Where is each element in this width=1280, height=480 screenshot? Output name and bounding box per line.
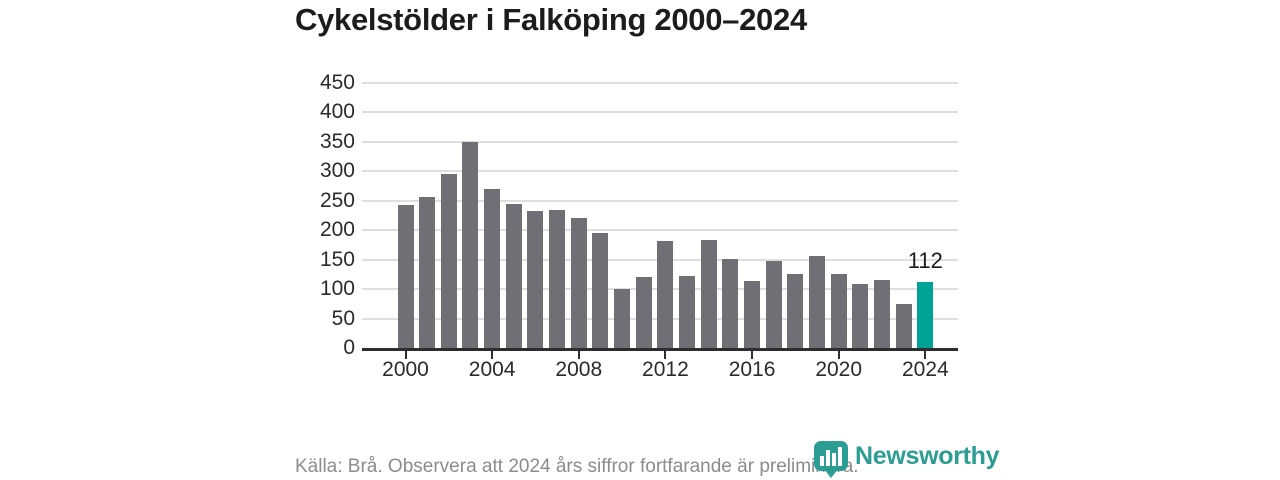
bar-2016 bbox=[744, 280, 761, 348]
x-axis-tick-label: 2012 bbox=[642, 358, 689, 381]
bar-2013 bbox=[679, 276, 696, 348]
x-axis-tick-label: 2008 bbox=[555, 358, 603, 381]
x-axis-labels: 2000 2004 2008 2012 2016 2020 2024 bbox=[362, 358, 958, 384]
x-axis-tick-label: 2000 bbox=[382, 358, 429, 381]
y-axis-tick-label: 50 bbox=[331, 306, 355, 330]
x-axis-tick-label: 2020 bbox=[815, 358, 863, 381]
bar-2005 bbox=[505, 203, 522, 348]
bar-2017 bbox=[765, 261, 782, 348]
x-axis-tick-2016 bbox=[751, 351, 754, 359]
gridline-300 bbox=[362, 170, 958, 173]
bar-2014 bbox=[700, 240, 717, 348]
x-axis-tick-2012 bbox=[664, 351, 667, 359]
bar-chart-plot-area: 112 bbox=[362, 82, 958, 359]
gridline-200 bbox=[362, 229, 958, 232]
highlight-value-label: 112 bbox=[907, 248, 943, 274]
bar-2015 bbox=[722, 259, 739, 348]
gridline-250 bbox=[362, 199, 958, 202]
gridline-400 bbox=[362, 111, 958, 114]
highlighted-bar-2024 bbox=[917, 282, 934, 348]
chart-title: Cykelstölder i Falköping 2000–2024 bbox=[295, 2, 807, 37]
bar-2012 bbox=[657, 240, 674, 348]
y-axis-tick-label: 350 bbox=[319, 129, 355, 153]
gridline-350 bbox=[362, 140, 958, 143]
bar-2006 bbox=[527, 211, 544, 348]
y-axis-tick-label: 400 bbox=[319, 100, 355, 124]
bar-2003 bbox=[462, 141, 479, 348]
bar-2020 bbox=[830, 273, 847, 348]
y-axis-tick-label: 200 bbox=[319, 218, 355, 242]
x-axis-tick-2020 bbox=[837, 351, 840, 359]
y-axis-tick-label: 100 bbox=[319, 277, 355, 301]
newsworthy-logo-text: Newsworthy bbox=[855, 442, 1000, 470]
bar-2010 bbox=[614, 288, 631, 348]
x-axis-tick-2000 bbox=[404, 351, 407, 359]
newsworthy-logo-icon bbox=[814, 441, 848, 478]
x-axis-tick-2024 bbox=[924, 351, 927, 359]
y-axis-tick-label: 0 bbox=[343, 336, 355, 359]
bar-2001 bbox=[419, 197, 436, 348]
y-axis-tick-label: 250 bbox=[319, 188, 355, 212]
bar-2007 bbox=[549, 210, 566, 348]
x-axis-tick-label: 2004 bbox=[468, 358, 516, 381]
y-axis-tick-label: 150 bbox=[319, 247, 355, 271]
bar-2004 bbox=[484, 189, 501, 348]
y-axis-tick-label: 300 bbox=[319, 159, 355, 183]
source-note: Källa: Brå. Observera att 2024 års siffr… bbox=[295, 456, 859, 477]
y-axis-tick-label: 450 bbox=[319, 71, 355, 94]
bar-2021 bbox=[852, 283, 869, 348]
bar-2008 bbox=[570, 217, 587, 348]
x-axis-tick-label: 2024 bbox=[901, 358, 949, 381]
bar-2022 bbox=[874, 280, 891, 348]
bar-2023 bbox=[895, 304, 912, 348]
x-axis-tick-label: 2016 bbox=[728, 358, 776, 381]
bar-2011 bbox=[635, 276, 652, 348]
bar-2018 bbox=[787, 274, 804, 348]
gridline-450 bbox=[362, 82, 958, 84]
bar-2019 bbox=[809, 255, 826, 348]
x-axis-tick-2008 bbox=[577, 351, 580, 359]
x-axis-tick-2004 bbox=[491, 351, 494, 359]
newsworthy-logo: Newsworthy bbox=[813, 440, 1000, 479]
bar-2000 bbox=[397, 204, 414, 348]
bar-2009 bbox=[592, 233, 609, 348]
y-axis-labels: 0 50 100 150 200 250 300 350 400 450 bbox=[280, 71, 355, 359]
bar-2002 bbox=[440, 173, 457, 348]
